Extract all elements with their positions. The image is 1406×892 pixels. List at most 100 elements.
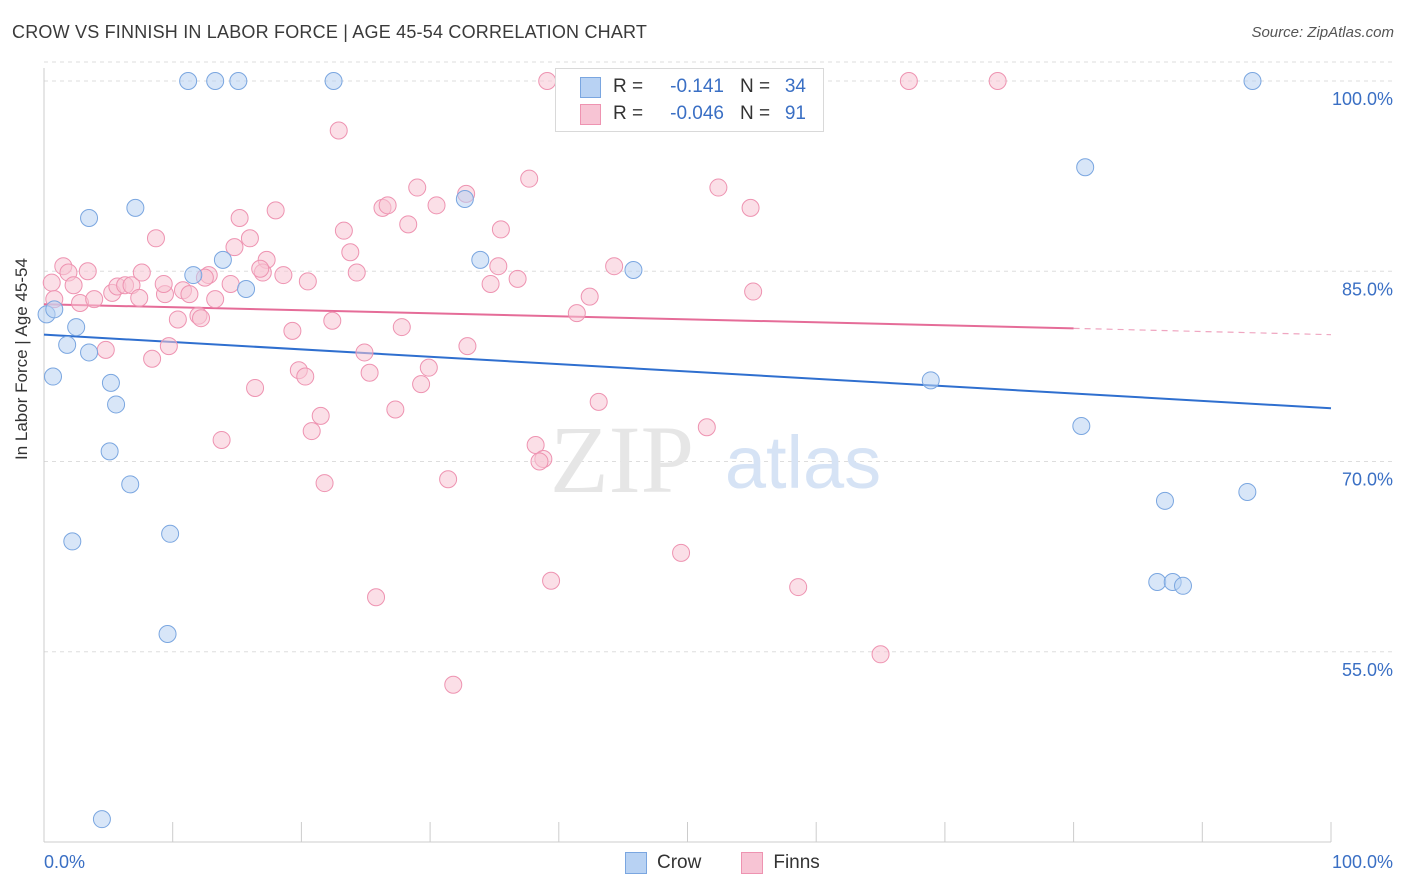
crow-n-value: 34	[784, 76, 806, 97]
legend-item-crow[interactable]: Crow	[625, 852, 701, 874]
finns-point	[192, 309, 211, 328]
crow-legend-label: Crow	[657, 852, 702, 873]
watermark: ZIP atlas	[550, 406, 881, 513]
finns-point	[605, 257, 624, 276]
finns-point	[240, 229, 259, 248]
y-tick-label: 85.0%	[1342, 279, 1393, 299]
crow-point	[158, 625, 177, 643]
finns-point	[580, 287, 599, 306]
finns-point	[439, 470, 458, 489]
finns-point	[296, 367, 315, 386]
crow-point	[1155, 491, 1174, 510]
crow-point	[1072, 417, 1091, 435]
finns-point	[899, 72, 918, 91]
crow-legend-swatch	[625, 852, 647, 874]
finns-trend-extension	[1073, 327, 1332, 336]
crow-point	[45, 300, 64, 319]
stats-legend: R = -0.141 N = 34 R = -0.046 N = 91	[555, 68, 824, 132]
crow-point	[179, 72, 198, 91]
crow-point	[80, 209, 99, 227]
source-label: Source: ZipAtlas.com	[1251, 24, 1394, 41]
crow-point	[121, 475, 140, 494]
finns-point	[266, 201, 285, 220]
finns-point	[988, 72, 1007, 91]
finns-point	[871, 645, 890, 664]
crow-point	[324, 72, 343, 91]
crow-point	[107, 395, 126, 414]
series-legend: Crow Finns	[625, 852, 860, 874]
finns-point	[538, 72, 557, 91]
finns-point	[378, 196, 397, 215]
finns-point	[360, 363, 379, 382]
crow-point	[1148, 573, 1167, 591]
finns-point	[168, 310, 187, 329]
finns-r-value: -0.046	[670, 103, 724, 124]
finns-point	[491, 220, 510, 239]
finns-point	[789, 578, 808, 597]
trend-lines	[43, 303, 1332, 410]
crow-point	[624, 261, 643, 279]
crow-r-label: R =	[613, 76, 644, 97]
finns-point	[212, 430, 231, 449]
finns-point	[427, 196, 446, 215]
finns-point	[412, 375, 431, 394]
finns-point	[341, 243, 360, 262]
axes	[43, 68, 1332, 843]
crow-point	[1243, 72, 1262, 91]
y-tick-label: 100.0%	[1332, 89, 1393, 109]
finns-point	[520, 169, 539, 188]
finns-point	[419, 358, 438, 377]
finns-point	[367, 588, 386, 607]
finns-point	[132, 263, 151, 282]
finns-point	[458, 337, 477, 356]
finns-point	[143, 349, 162, 368]
legend-row-finns: R = -0.046 N = 91	[580, 102, 806, 126]
crow-point	[471, 250, 490, 269]
x-tick-label-max: 100.0%	[1332, 852, 1393, 872]
finns-point	[315, 474, 334, 493]
finns-n-value: 91	[784, 103, 806, 124]
watermark-zip: ZIP	[550, 406, 694, 513]
finns-point	[744, 282, 763, 301]
crow-r-value: -0.141	[670, 76, 724, 97]
data-points	[37, 72, 1262, 829]
finns-point	[355, 343, 374, 362]
crow-point	[237, 280, 256, 299]
crow-point	[101, 373, 120, 392]
finns-point	[542, 571, 561, 590]
finns-point	[399, 215, 418, 234]
crow-point	[206, 72, 225, 91]
finns-point	[741, 198, 760, 217]
finns-point	[323, 311, 342, 330]
crow-point	[184, 266, 203, 285]
finns-point	[298, 272, 317, 291]
crow-point	[126, 198, 145, 217]
crow-point	[100, 442, 119, 461]
crow-point	[44, 367, 63, 386]
finns-point	[146, 229, 165, 248]
finns-legend-swatch	[741, 852, 764, 874]
crow-point	[80, 343, 99, 362]
finns-point	[589, 392, 608, 411]
finns-point	[709, 178, 728, 197]
finns-point	[96, 340, 115, 359]
finns-r-label: R =	[613, 103, 644, 124]
finns-point	[78, 262, 97, 281]
legend-item-finns[interactable]: Finns	[741, 852, 820, 874]
finns-point	[42, 273, 61, 292]
y-tick-label: 55.0%	[1342, 660, 1393, 680]
finns-point	[347, 263, 366, 282]
x-tick-label-min: 0.0%	[44, 852, 85, 872]
legend-row-crow: R = -0.141 N = 34	[580, 75, 806, 99]
crow-point	[161, 524, 180, 543]
finns-point	[230, 209, 249, 227]
crow-point	[213, 250, 232, 269]
finns-point	[274, 266, 293, 285]
crow-point	[921, 371, 940, 390]
crow-point	[1173, 576, 1192, 595]
finns-point	[386, 400, 405, 419]
crow-point	[58, 335, 77, 354]
finns-legend-label: Finns	[773, 852, 820, 873]
crow-point	[229, 72, 248, 91]
gridlines	[44, 61, 1392, 653]
